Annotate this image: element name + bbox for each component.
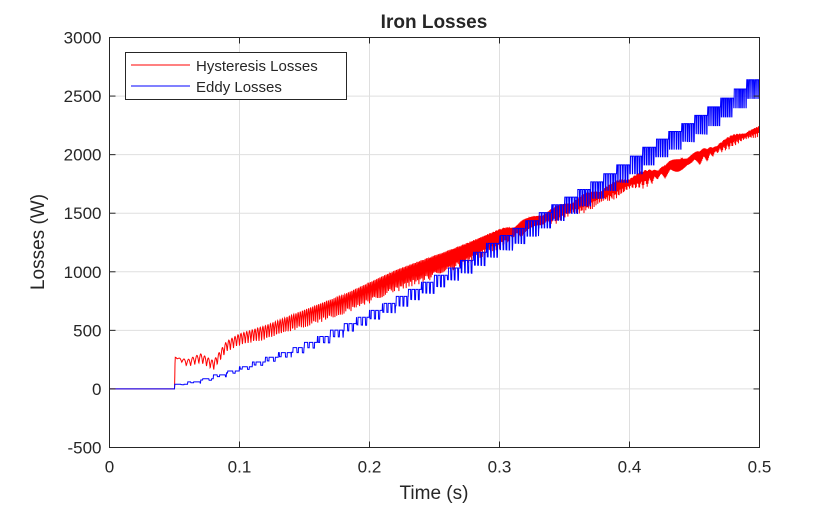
eddy-losses-line	[109, 79, 760, 390]
x-tick-label: 0.4	[618, 458, 642, 477]
axis-ticks: 0 0.1 0.2 0.3 0.4 0.5-50005001000150020002500…	[64, 29, 772, 477]
x-tick-label: 0.1	[228, 458, 252, 477]
y-axis-label: Losses (W)	[28, 194, 49, 290]
y-tick-label: 500	[73, 321, 101, 340]
legend-label-eddy: Eddy Losses	[196, 79, 282, 96]
hysteresis-losses-line	[109, 126, 760, 390]
axes-box	[109, 37, 760, 448]
x-tick-label: 0.2	[358, 458, 382, 477]
y-tick-label: 1500	[64, 204, 102, 223]
y-tick-label: -500	[67, 439, 101, 458]
y-tick-label: 2500	[64, 87, 102, 106]
y-tick-label: 3000	[64, 29, 102, 48]
x-tick-label: 0.5	[748, 458, 772, 477]
legend: Hysteresis Losses Eddy Losses	[125, 52, 347, 100]
legend-label-hysteresis: Hysteresis Losses	[196, 58, 318, 75]
legend-box	[125, 52, 347, 100]
y-tick-label: 1000	[64, 263, 102, 282]
y-tick-label: 0	[92, 380, 101, 399]
x-tick-label: 0.3	[488, 458, 512, 477]
plot-area	[109, 79, 760, 390]
y-tick-label: 2000	[64, 146, 102, 165]
x-tick-label: 0	[105, 458, 114, 477]
chart-title: Iron Losses	[381, 12, 488, 33]
x-axis-label: Time (s)	[400, 483, 469, 504]
